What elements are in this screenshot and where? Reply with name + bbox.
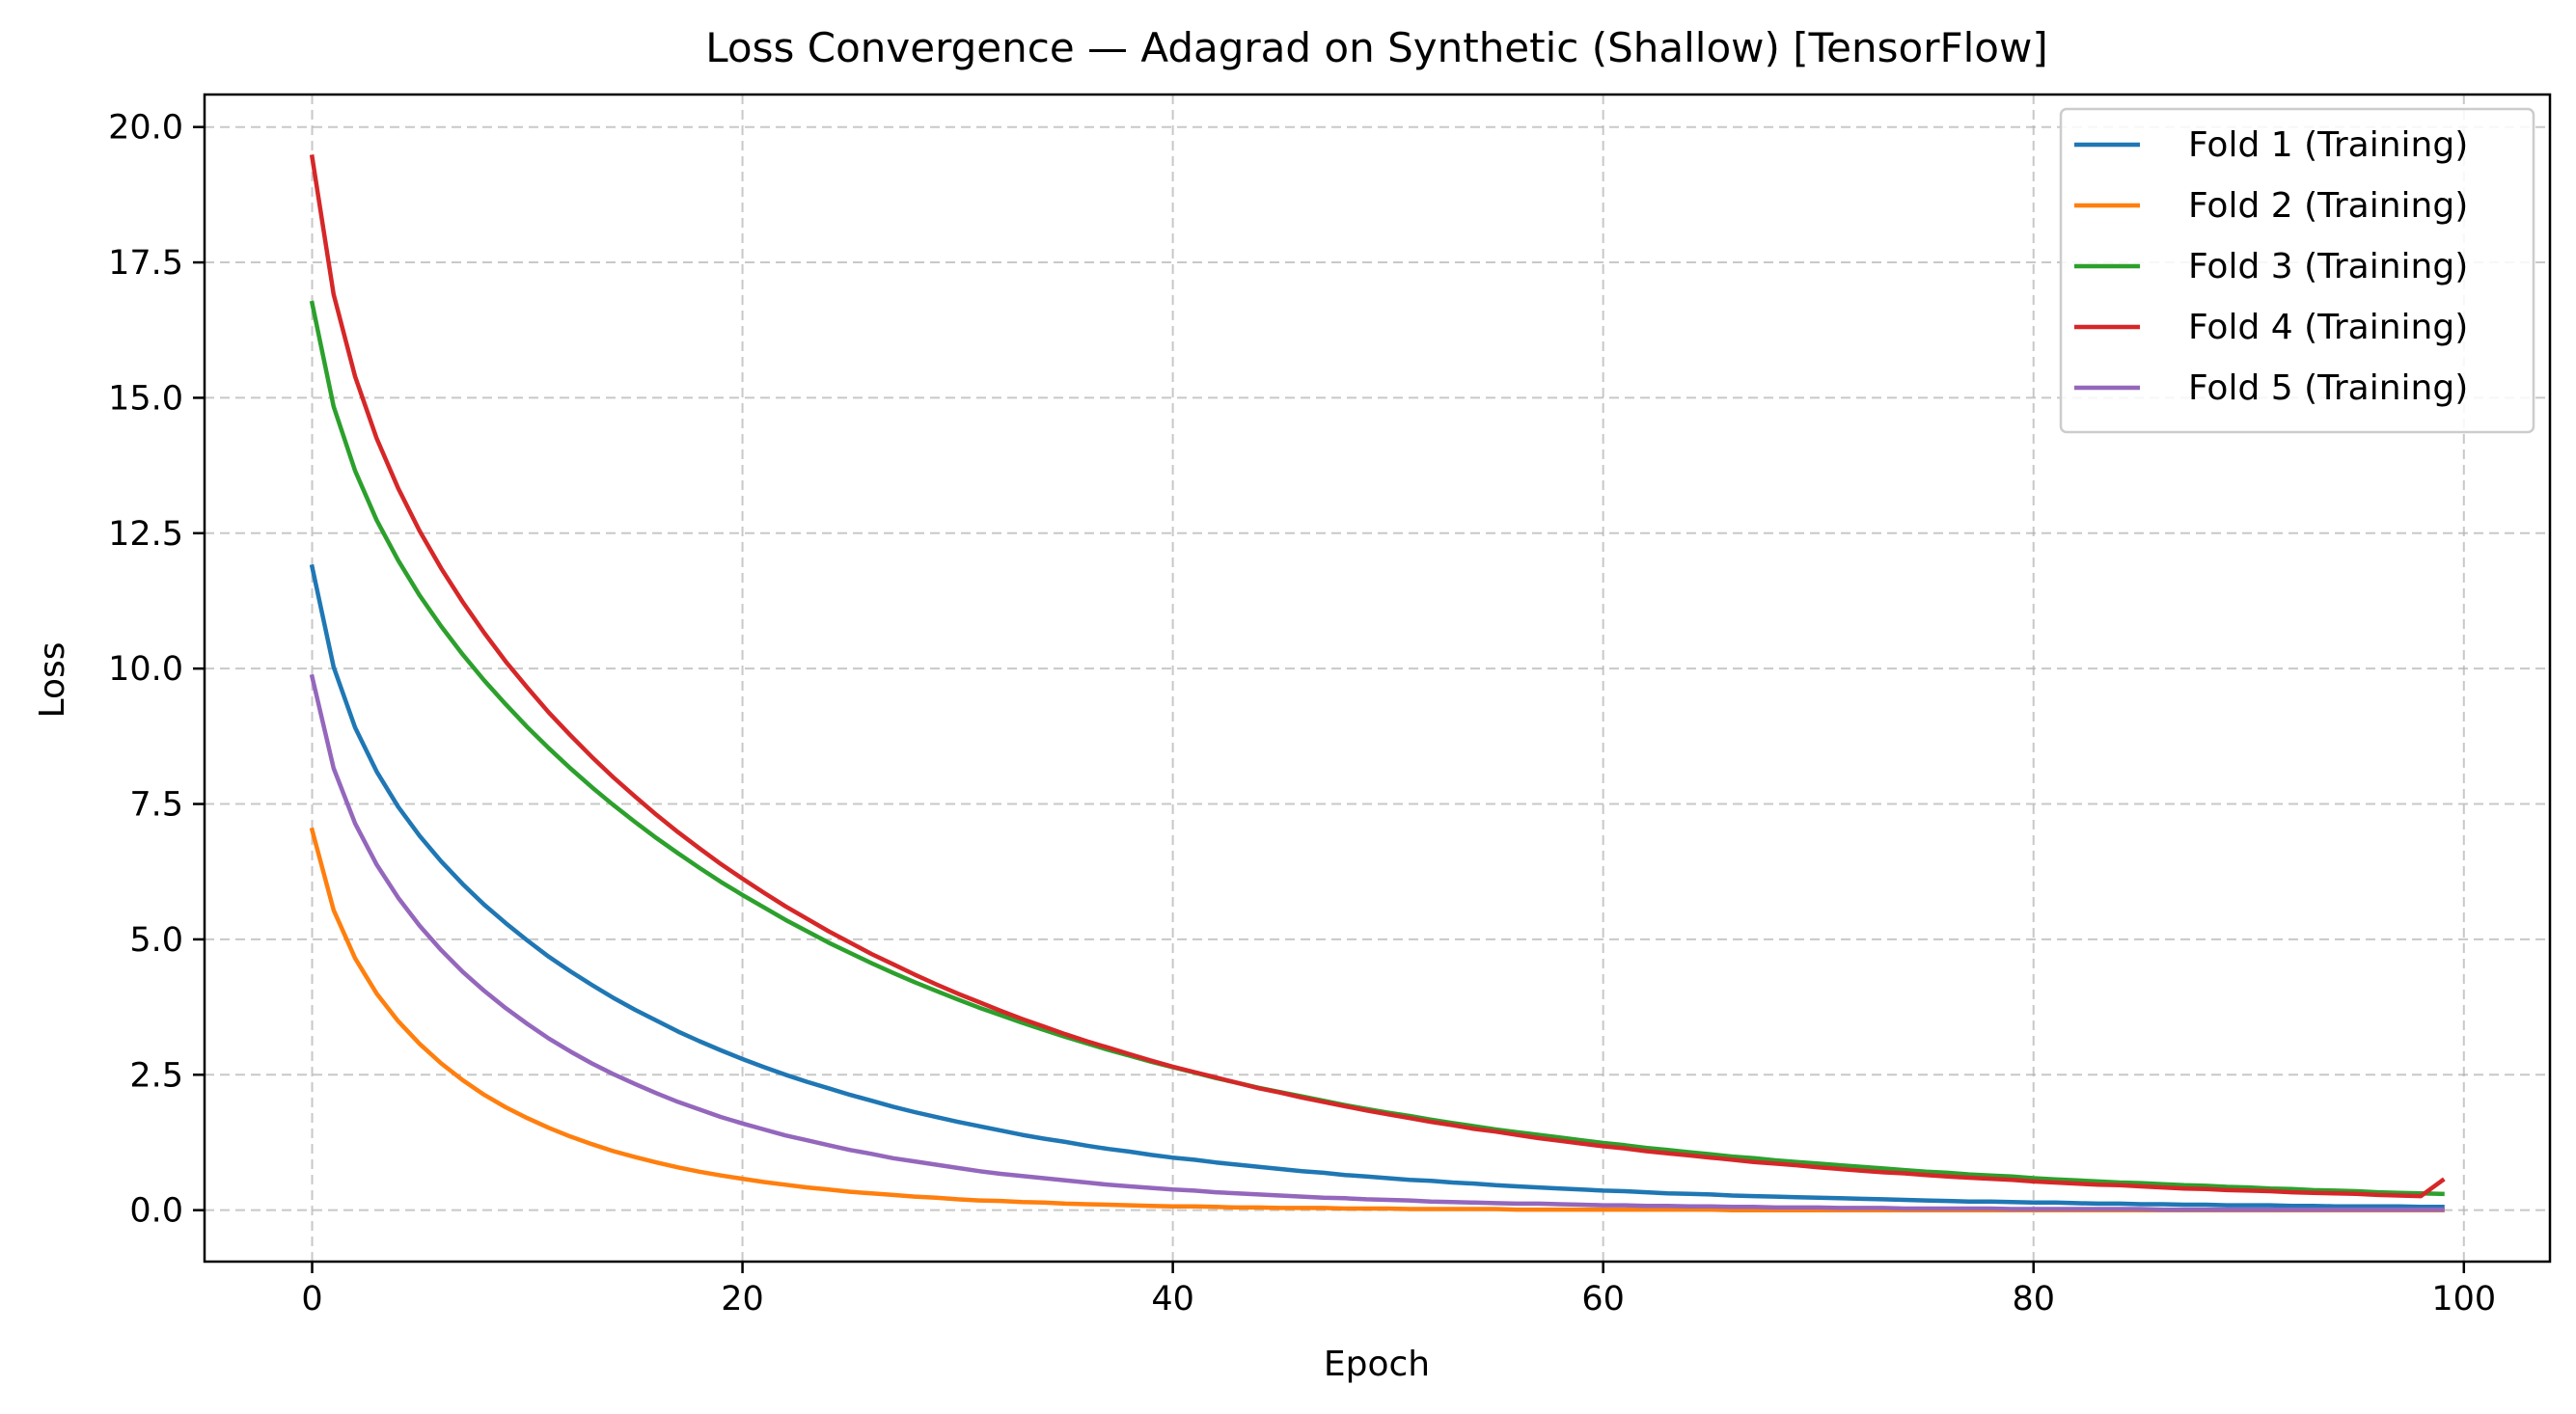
series-lines (309, 154, 2446, 1212)
x-tick-label: 40 (1151, 1280, 1194, 1319)
legend-label-fold-1: Fold 1 (Training) (2188, 125, 2468, 165)
x-tick-label: 80 (2012, 1280, 2055, 1319)
x-tick-label: 100 (2431, 1280, 2496, 1319)
y-tick-label: 15.0 (108, 379, 183, 418)
x-axis-label: Epoch (1324, 1345, 1430, 1384)
x-tick-label: 0 (301, 1280, 322, 1319)
x-tick-label: 60 (1581, 1280, 1625, 1319)
axes: 0 20 40 60 80 100 0.0 2.5 5.0 7.5 10.0 12.5 15.0 17.5… (108, 93, 2552, 1319)
legend-label-fold-3: Fold 3 (Training) (2188, 247, 2468, 286)
y-tick-label: 7.5 (129, 786, 183, 825)
y-tick-label: 20.0 (108, 109, 183, 148)
legend: Fold 1 (Training) Fold 2 (Training) Fold 3… (2059, 107, 2535, 434)
series-line-fold-5 (309, 673, 2445, 1212)
y-tick-label: 17.5 (108, 244, 183, 283)
y-tick-label: 5.0 (129, 921, 183, 960)
y-tick-label: 2.5 (129, 1056, 183, 1095)
series-line-fold-1 (309, 563, 2445, 1210)
chart-title: Loss Convergence — Adagrad on Synthetic … (705, 24, 2047, 71)
y-tick-label: 12.5 (108, 515, 183, 554)
legend-label-fold-4: Fold 4 (Training) (2188, 308, 2468, 347)
legend-label-fold-2: Fold 2 (Training) (2188, 186, 2468, 226)
series-line-fold-4 (309, 154, 2446, 1199)
y-tick-label: 0.0 (129, 1192, 183, 1231)
y-tick-label: 10.0 (108, 650, 183, 689)
x-tick-label: 20 (721, 1280, 764, 1319)
plot-frame (203, 93, 2552, 1264)
legend-box (2059, 107, 2535, 434)
legend-label-fold-5: Fold 5 (Training) (2188, 368, 2468, 408)
y-axis-label: Loss (33, 642, 72, 719)
